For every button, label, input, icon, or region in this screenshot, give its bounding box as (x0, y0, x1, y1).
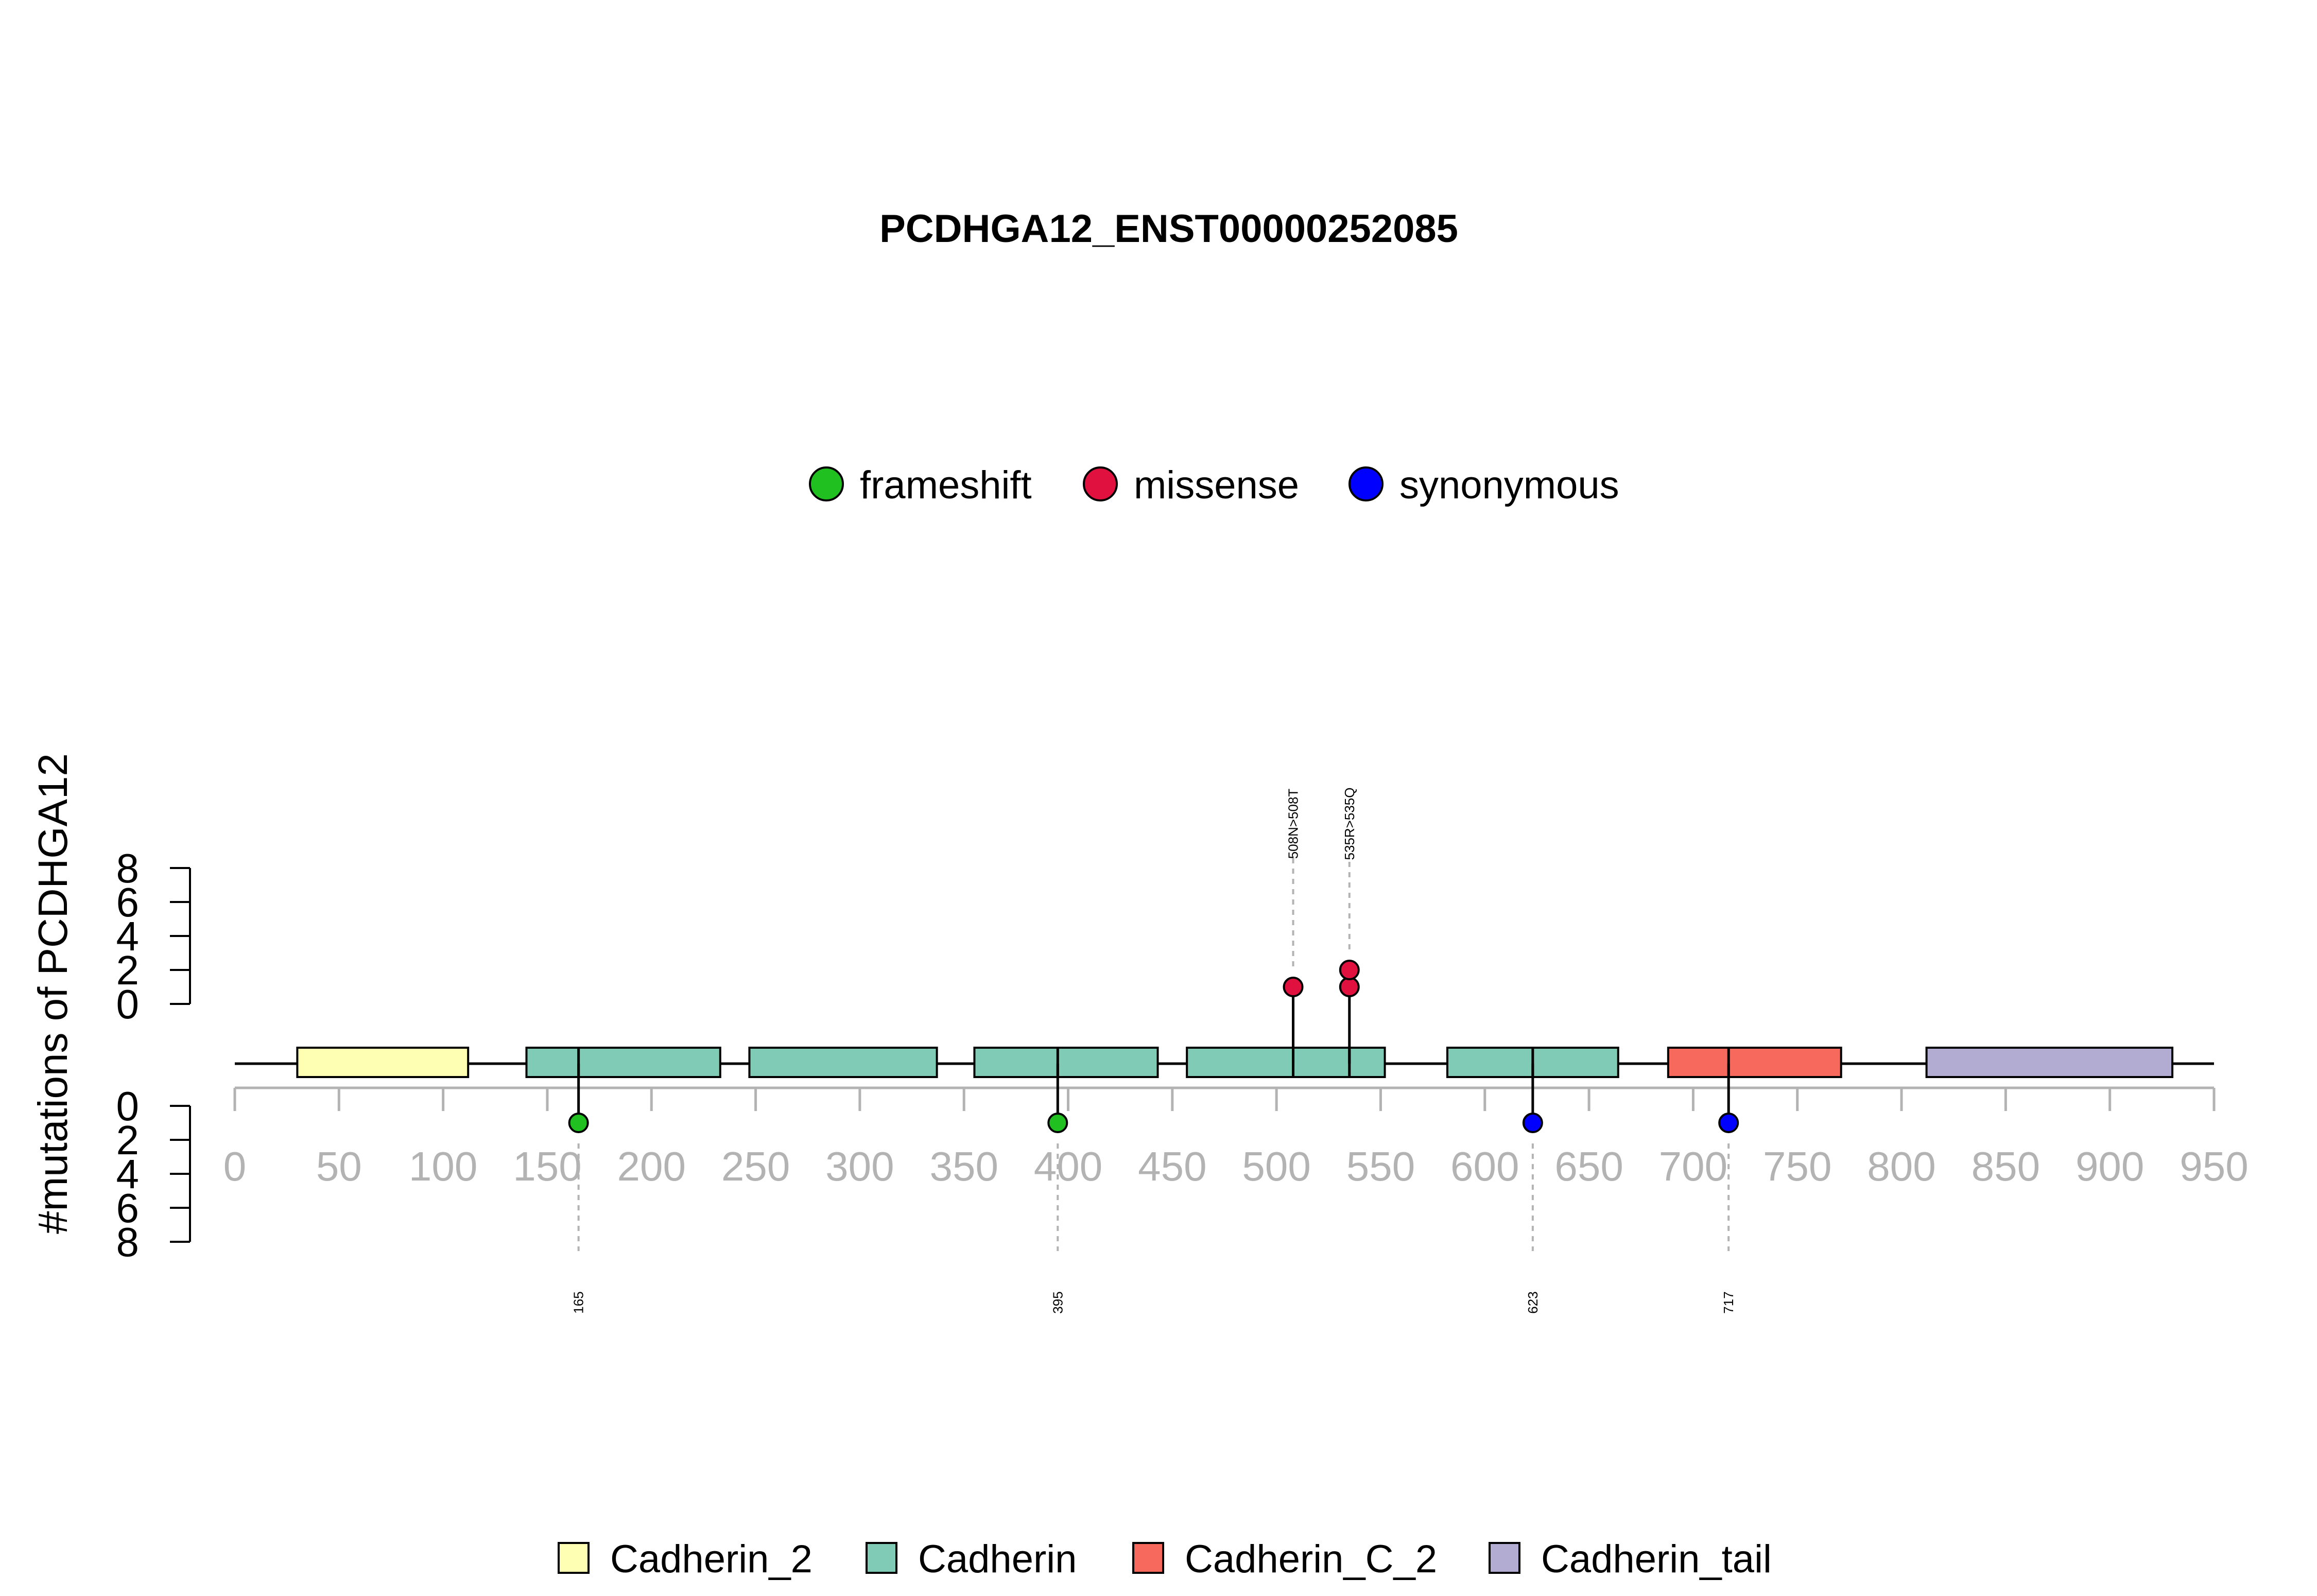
domain-Cadherin-2 (748, 1047, 938, 1078)
mutations-top: 508N>508T 535R>535Q (1283, 788, 1360, 1064)
y-tick-label-bottom-0: 0 (116, 1083, 140, 1129)
domain-Cadherin-3 (973, 1047, 1159, 1078)
legend-swatch-Cadherin_2 (558, 1542, 590, 1574)
legend-dot-missense (1083, 466, 1118, 501)
mutation-type-legend: frameshift missense synonymous (809, 463, 1619, 507)
y-tick-label-bottom-8: 8 (116, 1219, 140, 1265)
y-tick-label-bottom-2: 2 (116, 1117, 140, 1163)
x-axis: 0 50 100 150 200 250 300 350 400 450 500 550 600 650 7… (223, 1086, 2249, 1189)
mutation-label-717: 717 (1721, 1291, 1736, 1313)
domain-Cadherin-1 (525, 1047, 721, 1078)
x-tick-label-550: 550 (1346, 1143, 1415, 1189)
legend-swatch-Cadherin (866, 1542, 897, 1574)
x-tick-label-450: 450 (1138, 1143, 1206, 1189)
domain-Cadherin_2-0 (296, 1047, 470, 1078)
x-tick-label-0: 0 (223, 1143, 247, 1189)
legend-label-Cadherin_C_2: Cadherin_C_2 (1185, 1537, 1437, 1581)
x-tick-label-850: 850 (1972, 1143, 2040, 1189)
domain-Cadherin-4 (1186, 1047, 1386, 1078)
domain-legend: Cadherin_2 Cadherin Cadherin_C_2 Cadherin_t… (558, 1537, 1772, 1581)
x-tick-label-750: 750 (1763, 1143, 1831, 1189)
legend-swatch-Cadherin_C_2 (1132, 1542, 1164, 1574)
mutation-dot-165-1 (568, 1113, 589, 1133)
y-tick-label-bottom-6: 6 (116, 1185, 140, 1231)
x-tick-label-600: 600 (1450, 1143, 1519, 1189)
x-tick-label-50: 50 (316, 1143, 362, 1189)
legend-label-frameshift: frameshift (860, 463, 1032, 507)
legend-label-Cadherin_tail: Cadherin_tail (1541, 1537, 1772, 1581)
x-tick-label-700: 700 (1659, 1143, 1727, 1189)
mutation-label-623: 623 (1525, 1291, 1541, 1313)
x-tick-label-300: 300 (825, 1143, 894, 1189)
chart-title: PCDHGA12_ENST00000252085 (879, 207, 1458, 251)
y-tick-label-top-0: 0 (116, 981, 140, 1027)
legend-label-Cadherin_2: Cadherin_2 (610, 1537, 812, 1581)
mutations-bottom: 165 395 623 717 (568, 1064, 1739, 1314)
legend-dot-synonymous (1348, 466, 1384, 501)
domain-track (296, 1047, 2174, 1078)
mutation-label-508: 508N>508T (1286, 789, 1301, 859)
legend-label-synonymous: synonymous (1399, 463, 1619, 507)
x-tick-label-250: 250 (721, 1143, 790, 1189)
mutation-dot-535-2 (1339, 960, 1360, 980)
mutation-label-395: 395 (1050, 1291, 1065, 1313)
x-tick-label-100: 100 (409, 1143, 477, 1189)
x-tick-label-200: 200 (617, 1143, 686, 1189)
y-tick-label-top-2: 2 (116, 947, 140, 993)
legend-dot-frameshift (809, 466, 844, 501)
x-tick-label-500: 500 (1242, 1143, 1310, 1189)
legend-label-missense: missense (1134, 463, 1299, 507)
y-tick-label-top-6: 6 (116, 879, 140, 925)
x-tick-label-950: 950 (2180, 1143, 2248, 1189)
legend-label-Cadherin: Cadherin (918, 1537, 1077, 1581)
mutation-dot-623-1 (1522, 1113, 1543, 1133)
x-tick-label-400: 400 (1034, 1143, 1102, 1189)
x-tick-label-900: 900 (2076, 1143, 2144, 1189)
mutation-dot-535-1 (1339, 977, 1360, 997)
x-tick-label-650: 650 (1554, 1143, 1623, 1189)
y-tick-label-top-4: 4 (116, 913, 140, 959)
mutation-label-535: 535R>535Q (1342, 788, 1357, 860)
x-tick-label-150: 150 (513, 1143, 581, 1189)
y-tick-label-top-8: 8 (116, 845, 140, 891)
x-tick-label-800: 800 (1867, 1143, 1935, 1189)
y-tick-label-bottom-4: 4 (116, 1151, 140, 1197)
mutation-label-165: 165 (571, 1291, 586, 1313)
mutation-dot-508-1 (1283, 977, 1304, 997)
mutation-dot-395-1 (1047, 1113, 1068, 1133)
mutation-dot-717-1 (1718, 1113, 1739, 1133)
x-tick-label-350: 350 (929, 1143, 998, 1189)
y-axis-label: #mutations of PCDHGA12 (30, 753, 76, 1234)
legend-swatch-Cadherin_tail (1489, 1542, 1520, 1574)
domain-Cadherin_tail-7 (1925, 1047, 2174, 1078)
domain-Cadherin_C_2-6 (1667, 1047, 1842, 1078)
